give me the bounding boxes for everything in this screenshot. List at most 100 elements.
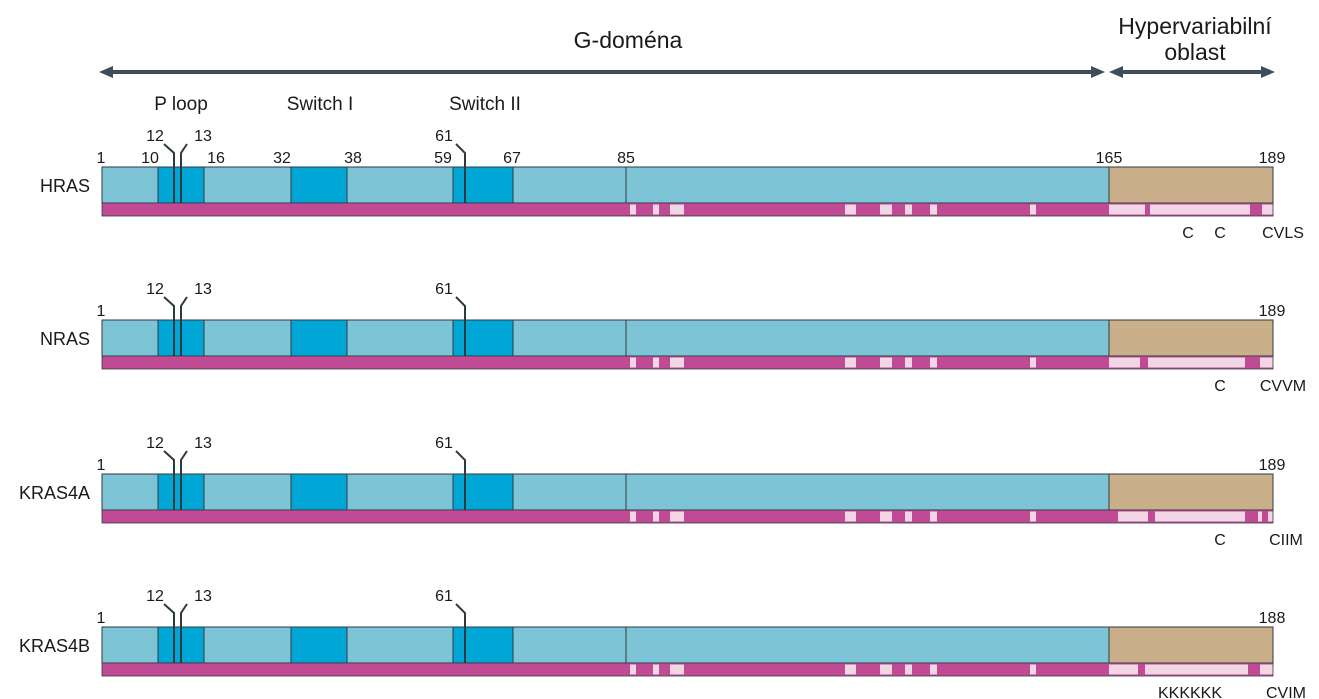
protein-row-nras: 12 13 61 1 189 NRAS C CVVM: [40, 281, 1306, 395]
variable-residue-block: [670, 664, 684, 675]
residue-13-label: 13: [194, 588, 212, 605]
residue-61-marker: [455, 296, 466, 356]
variable-residue-block: [670, 511, 684, 522]
position-label-165: 165: [1096, 150, 1123, 167]
protein-name: KRAS4A: [19, 483, 90, 503]
sequence-identity-strip: [102, 356, 1273, 369]
variable-residue-block: [905, 204, 912, 215]
hvr-variable-block: [1145, 664, 1248, 675]
end-position-label: 189: [1259, 150, 1286, 167]
variable-residue-block: [653, 204, 659, 215]
variable-residue-block: [880, 511, 892, 522]
switch-1-label: Switch I: [287, 94, 354, 115]
variable-residue-block: [845, 357, 856, 368]
position-label-16: 16: [207, 150, 225, 167]
hypervariable-region-bar: [1108, 166, 1274, 204]
variable-residue-block: [905, 511, 912, 522]
switch-2-region: [452, 473, 514, 511]
strip-outline: [101, 662, 1274, 677]
position-label-59: 59: [434, 150, 452, 167]
hvr-variable-block: [1260, 664, 1273, 675]
start-position-label: 1: [97, 610, 106, 627]
sequence-identity-strip: [102, 510, 1273, 523]
hvr-variable-block: [1155, 511, 1245, 522]
variable-residue-block: [653, 357, 659, 368]
residue-13-label: 13: [194, 128, 212, 145]
residue-12-label: 12: [146, 128, 164, 145]
g-domain-label: G-doména: [574, 27, 683, 53]
residue-12-marker: [163, 603, 175, 663]
g-domain-bar: [101, 319, 1110, 357]
variable-residue-block: [845, 664, 856, 675]
residue-61-label: 61: [435, 128, 453, 145]
variable-residue-block: [880, 204, 892, 215]
hypervariable-region-bar: [1108, 473, 1274, 511]
switch-2-region: [452, 319, 514, 357]
protein-name: HRAS: [40, 176, 90, 196]
hvr-variable-block: [1262, 204, 1273, 215]
hvr-variable-block: [1109, 664, 1138, 675]
p-loop-label: P loop: [154, 94, 208, 115]
strip-outline: [101, 509, 1274, 524]
switch-1-region: [290, 473, 348, 511]
variable-residue-block: [930, 357, 937, 368]
variable-residue-block: [630, 511, 636, 522]
motif-label: C: [1214, 225, 1226, 242]
variable-residue-block: [670, 357, 684, 368]
motif-label: C: [1182, 225, 1194, 242]
variable-residue-block: [905, 664, 912, 675]
residue-13-label: 13: [194, 435, 212, 452]
protein-name: NRAS: [40, 329, 90, 349]
residue-12-label: 12: [146, 281, 164, 298]
position-label-67: 67: [503, 150, 521, 167]
residue-13-marker: [180, 296, 188, 356]
residue-12-marker: [163, 450, 175, 510]
start-position-label: 1: [97, 150, 106, 167]
residue-61-label: 61: [435, 435, 453, 452]
protein-row-kras4a: 12 13 61 1 189 KRAS4A C CIIM: [19, 435, 1303, 549]
hvr-variable-block: [1268, 511, 1273, 522]
g-domain-bar: [101, 473, 1110, 511]
variable-residue-block: [1030, 664, 1036, 675]
end-position-label: 189: [1259, 457, 1286, 474]
sequence-identity-strip: [102, 663, 1273, 676]
hvr-variable-block: [1109, 357, 1140, 368]
strip-outline: [101, 355, 1274, 370]
residue-61-label: 61: [435, 281, 453, 298]
protein-name: KRAS4B: [19, 636, 90, 656]
variable-residue-block: [880, 357, 892, 368]
residue-13-marker: [180, 450, 188, 510]
hypervariable-region-label-line2: oblast: [1164, 39, 1226, 65]
variable-residue-block: [880, 664, 892, 675]
end-position-label: 188: [1259, 610, 1286, 627]
variable-residue-block: [845, 511, 856, 522]
residue-61-marker: [455, 603, 466, 663]
residue-13-marker: [180, 143, 188, 203]
variable-residue-block: [930, 511, 937, 522]
hypervariable-region-bar: [1108, 319, 1274, 357]
protein-row-hras: 12 13 61 1 189 10 16 32 38 59 67 85 165 HRAS C C CVLS: [40, 128, 1304, 242]
hypervariable-region-bar: [1108, 626, 1274, 664]
hypervariable-region-label-line1: Hypervariabilní: [1118, 13, 1272, 39]
residue-61-marker: [455, 143, 466, 203]
switch-1-region: [290, 319, 348, 357]
residue-61-label: 61: [435, 588, 453, 605]
residue-12-marker: [163, 143, 175, 203]
motif-label: CVVM: [1260, 378, 1306, 395]
hvr-variable-block: [1258, 511, 1262, 522]
residue-12-label: 12: [146, 435, 164, 452]
g-domain-bar: [101, 626, 1110, 664]
variable-residue-block: [930, 204, 937, 215]
switch-1-region: [290, 166, 348, 204]
start-position-label: 1: [97, 457, 106, 474]
motif-label: CVIM: [1266, 685, 1306, 699]
hvr-variable-block: [1260, 357, 1273, 368]
hvr-variable-block: [1148, 357, 1245, 368]
sequence-identity-strip: [102, 203, 1273, 216]
hvr-variable-block: [1109, 204, 1145, 215]
switch-2-region: [452, 166, 514, 204]
residue-12-marker: [163, 296, 175, 356]
g-domain-bar: [101, 166, 1110, 204]
motif-label: C: [1214, 532, 1226, 549]
residue-13-label: 13: [194, 281, 212, 298]
